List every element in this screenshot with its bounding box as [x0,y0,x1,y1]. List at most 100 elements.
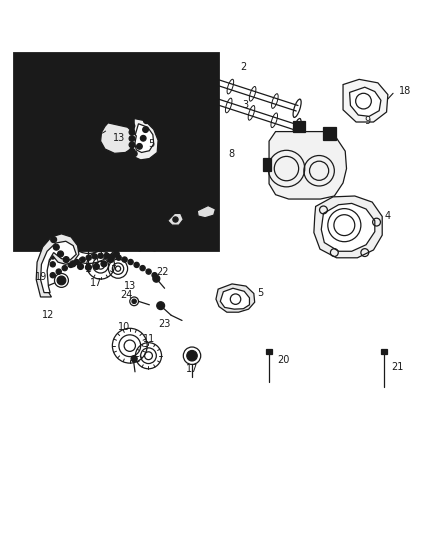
Circle shape [74,201,79,206]
Circle shape [80,257,85,262]
Circle shape [125,216,130,221]
Circle shape [137,211,142,216]
Circle shape [45,140,51,146]
Circle shape [57,206,64,212]
Circle shape [85,264,92,270]
Circle shape [45,147,51,152]
Polygon shape [41,241,76,293]
Circle shape [45,82,51,87]
Circle shape [155,228,160,233]
Text: 20: 20 [277,355,290,365]
Circle shape [131,151,137,157]
Circle shape [103,195,108,200]
Circle shape [134,262,139,268]
Circle shape [92,67,98,72]
Circle shape [68,195,74,200]
Circle shape [143,109,148,115]
Text: 3: 3 [242,100,248,110]
Circle shape [53,151,58,157]
Circle shape [152,272,157,278]
Circle shape [129,130,135,135]
Circle shape [110,166,115,172]
Circle shape [146,269,151,274]
Text: 19: 19 [35,272,48,282]
Polygon shape [131,118,158,160]
Circle shape [88,161,93,166]
Circle shape [86,193,91,199]
Polygon shape [134,124,154,152]
Circle shape [153,235,159,240]
Circle shape [68,262,73,268]
Circle shape [102,166,108,171]
Circle shape [125,78,131,84]
Text: 21: 21 [391,362,404,373]
Circle shape [143,127,148,132]
Circle shape [121,235,126,240]
Circle shape [68,172,74,177]
Circle shape [108,201,113,207]
Circle shape [141,135,146,141]
Text: 6: 6 [74,203,81,213]
Circle shape [101,67,107,73]
Circle shape [129,148,135,154]
Circle shape [45,118,51,124]
Circle shape [45,125,51,131]
Circle shape [45,161,51,167]
Text: 25: 25 [140,204,152,214]
Circle shape [85,193,92,199]
Text: 14: 14 [204,197,216,207]
Circle shape [110,70,115,75]
Circle shape [104,253,109,259]
Circle shape [149,216,155,221]
Circle shape [120,237,126,243]
Polygon shape [101,123,136,154]
Text: 24: 24 [120,290,133,300]
Circle shape [113,251,119,257]
Circle shape [110,254,115,259]
Circle shape [113,206,119,212]
Circle shape [93,263,99,270]
Circle shape [96,205,101,210]
Circle shape [53,85,58,91]
Text: 7: 7 [60,134,67,144]
Polygon shape [168,213,184,225]
Circle shape [93,194,99,200]
Circle shape [149,240,155,246]
Circle shape [121,229,127,235]
Circle shape [83,67,89,73]
Circle shape [137,143,142,149]
Circle shape [78,194,84,200]
Circle shape [131,244,136,249]
Circle shape [66,187,71,192]
Circle shape [110,180,116,184]
Circle shape [45,96,51,102]
Circle shape [83,168,89,174]
Circle shape [45,132,51,138]
Circle shape [137,246,142,251]
Circle shape [92,169,98,175]
Circle shape [42,109,47,115]
Circle shape [50,272,55,278]
Circle shape [57,276,66,285]
Polygon shape [350,87,381,116]
Text: 16: 16 [162,200,174,209]
Circle shape [97,195,102,200]
Circle shape [141,100,146,106]
Polygon shape [321,204,375,251]
Circle shape [42,127,47,132]
Circle shape [78,263,84,270]
Circle shape [109,196,114,201]
Circle shape [152,226,157,231]
Circle shape [152,239,157,244]
Circle shape [45,111,51,116]
Circle shape [125,240,130,246]
Circle shape [122,257,127,262]
Circle shape [118,244,124,250]
Polygon shape [36,234,79,297]
Circle shape [63,256,69,263]
Circle shape [67,163,72,168]
Circle shape [108,195,113,200]
Circle shape [108,256,113,263]
Circle shape [152,246,157,251]
Circle shape [101,261,107,267]
